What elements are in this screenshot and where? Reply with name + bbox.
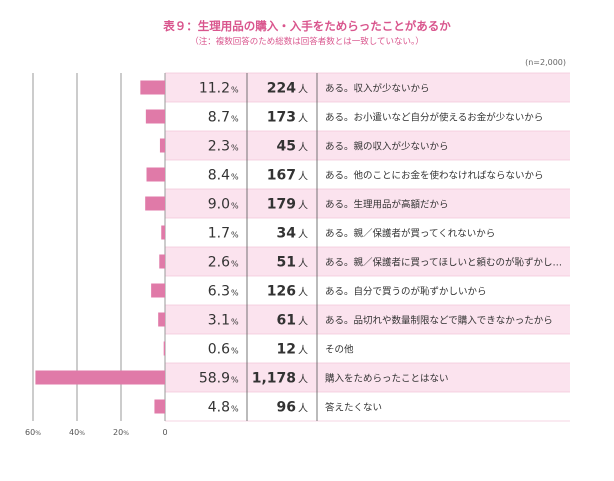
bar xyxy=(158,312,165,327)
category-label: ある。品切れや数量制限などで購入できなかったから xyxy=(325,315,553,327)
chart-title: 表９：生理用品の購入・入手をためらったことがあるか xyxy=(163,19,451,33)
percent-label: 11.2 xyxy=(199,81,230,97)
category-label: ある。生理用品が高額だから xyxy=(325,199,449,211)
row-background xyxy=(165,334,570,363)
count-unit: 人 xyxy=(298,171,308,183)
percent-unit: % xyxy=(231,376,239,385)
percent-unit: % xyxy=(231,144,239,153)
x-tick-label: 60% xyxy=(25,428,41,437)
count-unit: 人 xyxy=(298,229,308,241)
category-label: ある。収入が少ないから xyxy=(325,83,430,95)
row-background xyxy=(165,218,570,247)
category-label: ある。お小遣いなど自分が使えるお金が少ないから xyxy=(325,112,543,124)
bar xyxy=(146,167,165,182)
category-label: その他 xyxy=(325,344,354,356)
category-label: ある。親の収入が少ないから xyxy=(325,141,449,153)
bar xyxy=(161,225,165,240)
bar xyxy=(151,283,165,298)
row-background xyxy=(165,305,570,334)
percent-label: 2.3 xyxy=(208,139,230,155)
row-background xyxy=(165,189,570,218)
percent-unit: % xyxy=(231,405,239,414)
count-unit: 人 xyxy=(298,84,308,96)
count-unit: 人 xyxy=(298,142,308,154)
count-unit: 人 xyxy=(298,200,308,212)
count-unit: 人 xyxy=(298,403,308,415)
percent-label: 1.7 xyxy=(208,226,230,242)
percent-label: 3.1 xyxy=(208,313,230,329)
percent-unit: % xyxy=(231,231,239,240)
category-label: ある。親／保護者が買ってくれないから xyxy=(325,228,495,240)
row-background xyxy=(165,276,570,305)
percent-unit: % xyxy=(231,318,239,327)
count-label: 34 xyxy=(277,226,297,242)
category-label: 購入をためらったことはない xyxy=(325,373,449,385)
chart-note: （注：複数回答のため総数は回答者数とは一致していない。） xyxy=(190,37,424,47)
percent-label: 6.3 xyxy=(208,284,230,300)
percent-label: 8.7 xyxy=(208,110,230,126)
percent-unit: % xyxy=(231,260,239,269)
count-label: 51 xyxy=(277,255,296,271)
row-background xyxy=(165,247,570,276)
bar xyxy=(35,370,165,385)
count-label: 61 xyxy=(277,313,296,329)
count-unit: 人 xyxy=(298,287,308,299)
bar xyxy=(163,341,165,356)
bar xyxy=(140,80,165,95)
percent-unit: % xyxy=(231,86,239,95)
count-label: 167 xyxy=(267,168,296,184)
percent-label: 0.6 xyxy=(208,342,230,358)
row-background xyxy=(165,160,570,189)
count-label: 224 xyxy=(267,81,296,97)
percent-label: 2.6 xyxy=(208,255,230,271)
bar xyxy=(154,399,165,414)
percent-label: 8.4 xyxy=(208,168,230,184)
count-unit: 人 xyxy=(298,316,308,328)
percent-unit: % xyxy=(231,289,239,298)
bar xyxy=(159,138,165,153)
count-label: 1,178 xyxy=(252,371,296,387)
bar xyxy=(145,109,165,124)
count-unit: 人 xyxy=(298,113,308,125)
row-background xyxy=(165,363,570,392)
percent-label: 9.0 xyxy=(208,197,230,213)
category-label: ある。他のことにお金を使わなければならないから xyxy=(325,170,544,182)
row-background xyxy=(165,73,570,102)
count-label: 45 xyxy=(277,139,296,155)
percent-label: 4.8 xyxy=(208,400,230,416)
percent-unit: % xyxy=(231,115,239,124)
category-label: ある。自分で買うのが恥ずかしいから xyxy=(325,286,487,298)
x-tick-label: 20% xyxy=(113,428,129,437)
count-label: 173 xyxy=(267,110,296,126)
sample-size-label: (n=2,000) xyxy=(525,58,566,67)
row-background xyxy=(165,392,570,421)
bar xyxy=(145,196,165,211)
x-tick-label: 40% xyxy=(69,428,85,437)
count-label: 179 xyxy=(267,197,296,213)
count-label: 96 xyxy=(277,400,296,416)
percent-unit: % xyxy=(231,173,239,182)
row-background xyxy=(165,131,570,160)
percent-label: 58.9 xyxy=(199,371,230,387)
bar xyxy=(159,254,165,269)
percent-unit: % xyxy=(231,347,239,356)
count-unit: 人 xyxy=(298,374,308,386)
count-unit: 人 xyxy=(298,258,308,270)
x-tick-label: 0 xyxy=(162,428,167,437)
count-label: 126 xyxy=(267,284,296,300)
count-label: 12 xyxy=(277,342,296,358)
category-label: 答えたくない xyxy=(325,402,382,414)
category-label: ある。親／保護者に買ってほしいと頼むのが恥ずかし… xyxy=(325,257,562,269)
percent-unit: % xyxy=(231,202,239,211)
row-background xyxy=(165,102,570,131)
count-unit: 人 xyxy=(298,345,308,357)
